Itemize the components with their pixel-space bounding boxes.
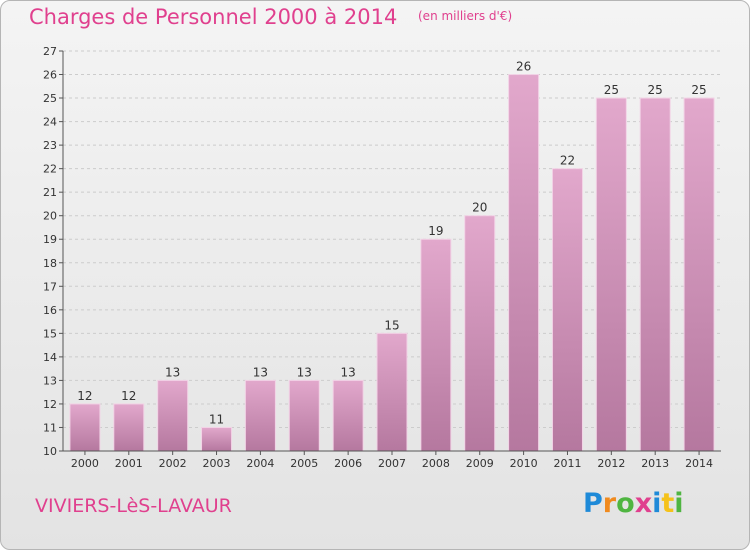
bar: [464, 215, 495, 451]
logo-letter: x: [634, 488, 653, 519]
logo-letter: t: [661, 488, 675, 519]
y-tick-label: 21: [43, 186, 57, 199]
x-tick-label: 2007: [378, 457, 406, 470]
value-label: 13: [165, 365, 180, 379]
commune-name: VIVIERS-LèS-LAVAUR: [35, 495, 232, 517]
x-tick-label: 2004: [246, 457, 274, 470]
value-labels: 12 12 13 11 13 13 13 15 19 20 26 22 25 25 25: [77, 60, 706, 427]
x-tick-label: 2003: [203, 457, 231, 470]
x-tick-labels: 2000 2001 2002 2003 2004 2005 2006 2007 2008 2009…: [71, 457, 713, 470]
y-tick-label: 20: [43, 210, 57, 223]
value-label: 13: [297, 365, 312, 379]
bar: [69, 403, 100, 451]
logo-letter: P: [583, 488, 603, 519]
bar: [289, 380, 320, 451]
bar: [377, 333, 407, 451]
bar: [420, 239, 451, 451]
bar: [640, 98, 671, 451]
value-label: 25: [691, 83, 706, 97]
value-label: 25: [648, 83, 663, 97]
bar: [157, 380, 188, 451]
value-label: 13: [253, 365, 268, 379]
value-label: 12: [77, 389, 92, 403]
x-tick-label: 2000: [71, 457, 99, 470]
value-label: 12: [121, 389, 136, 403]
y-tick-label: 27: [43, 45, 57, 58]
value-label: 25: [604, 83, 619, 97]
y-tick-label: 10: [43, 445, 57, 458]
y-tick-label: 26: [43, 69, 57, 82]
axes: [59, 50, 721, 455]
bar: [333, 380, 364, 451]
logo-letter: i: [674, 488, 684, 519]
bars: [69, 74, 715, 452]
value-label: 15: [384, 318, 399, 332]
x-tick-label: 2011: [553, 457, 581, 470]
value-label: 26: [516, 60, 531, 74]
y-tick-label: 24: [43, 116, 57, 129]
proxiti-logo[interactable]: Proxiti: [583, 488, 684, 519]
bar: [113, 403, 144, 451]
y-tick-label: 11: [43, 421, 57, 434]
y-tick-label: 15: [43, 327, 57, 340]
x-tick-label: 2002: [159, 457, 187, 470]
y-tick-label: 13: [43, 374, 57, 387]
value-label: 11: [209, 412, 224, 426]
x-tick-label: 2006: [334, 457, 362, 470]
x-tick-label: 2001: [115, 457, 143, 470]
bar: [245, 380, 276, 451]
y-tick-label: 22: [43, 163, 57, 176]
y-tick-label: 17: [43, 280, 57, 293]
x-tick-label: 2010: [510, 457, 538, 470]
x-tick-label: 2014: [685, 457, 713, 470]
bar: [552, 168, 583, 451]
x-tick-label: 2013: [641, 457, 669, 470]
logo-letter: r: [602, 488, 617, 519]
bar: [508, 74, 539, 451]
value-label: 20: [472, 201, 487, 215]
y-tick-label: 12: [43, 398, 57, 411]
logo-letter: i: [652, 488, 662, 519]
y-tick-label: 23: [43, 139, 57, 152]
x-tick-label: 2012: [597, 457, 625, 470]
bar: [684, 98, 715, 451]
y-tick-label: 14: [43, 351, 57, 364]
value-label: 22: [560, 154, 575, 168]
chart-title: Charges de Personnel 2000 à 2014 (en mil…: [29, 5, 512, 29]
y-tick-label: 25: [43, 92, 57, 105]
chart-title-text: Charges de Personnel 2000 à 2014: [29, 5, 398, 29]
y-tick-label: 19: [43, 233, 57, 246]
x-tick-label: 2005: [290, 457, 318, 470]
logo-letter: o: [616, 488, 635, 519]
y-tick-label: 16: [43, 304, 57, 317]
value-label: 13: [340, 365, 355, 379]
y-tick-labels: 10 11 12 13 14 15 16 17 18 19 20 21 22 23 24 25 26 27: [43, 45, 57, 458]
chart-subtitle: (en milliers d'€): [418, 9, 513, 23]
bar: [596, 98, 627, 451]
x-tick-label: 2008: [422, 457, 450, 470]
x-tick-label: 2009: [466, 457, 494, 470]
value-label: 19: [428, 224, 443, 238]
y-tick-label: 18: [43, 257, 57, 270]
bar: [201, 427, 232, 451]
